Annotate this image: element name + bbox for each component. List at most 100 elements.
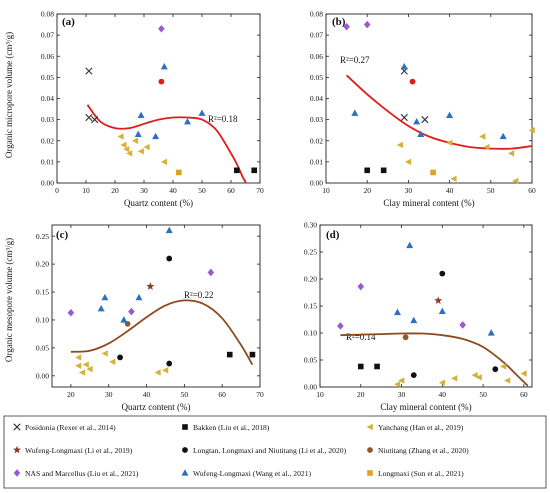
legend-marker [367,447,373,453]
x-tick-label: 10 [322,186,330,195]
data-point [101,293,109,301]
data-point [394,381,401,388]
legend-label: Longmaxi (Sun et al., 2021) [378,469,464,478]
trend-line [70,299,254,366]
legend-label: Yanchang (Han et al., 2019) [378,423,464,432]
data-point [166,255,173,262]
data-point [160,63,168,70]
data-point [410,372,417,379]
data-point [91,116,99,124]
data-point [357,363,364,370]
legend-marker [181,469,189,476]
data-point [417,130,425,138]
data-point [430,169,436,176]
data-point [249,351,256,358]
legend-label: Wufeng-Longmaxi (Li et al., 2019) [25,446,133,455]
panel-label: (b) [332,16,346,28]
data-point [357,282,365,291]
data-point [226,351,233,358]
y-tick-label: 0.10 [36,316,49,325]
data-point [499,132,507,140]
x-tick-label: 50 [198,186,206,195]
y-tick-label: 0.10 [304,329,317,338]
x-tick-label: 30 [105,390,113,399]
x-tick-label: 60 [520,390,528,399]
data-point [438,379,446,386]
y-tick-label: 0.30 [304,221,317,230]
data-point [402,334,409,341]
data-point [374,363,380,370]
x-tick-label: 10 [316,390,324,399]
data-point [434,296,443,304]
r-squared-annotation: R²=0.14 [346,332,376,342]
data-point [198,109,206,116]
y-tick-label: 0.04 [41,94,54,103]
y-tick-label: 0.08 [41,10,54,19]
data-point [504,377,511,384]
data-point [438,307,446,314]
trend-line [340,332,529,387]
x-tick-label: 40 [143,390,151,399]
y-tick-label: 0.01 [310,157,323,166]
data-point [137,148,144,155]
data-point [78,369,86,376]
data-point [528,126,535,134]
data-point [143,143,150,151]
legend-marker [182,424,188,430]
data-point [439,270,446,277]
x-tick-label: 20 [67,390,75,399]
legend: Posidonia (Rexer et al., 2014) Bakken (Li… [3,415,547,489]
data-point [396,141,403,149]
x-tick-label: 50 [479,390,487,399]
data-point [475,374,482,381]
trend-line [345,74,532,150]
x-tick-label: 50 [487,186,495,195]
data-point [479,133,486,140]
data-point [176,169,182,176]
y-tick-label: 0.15 [304,302,317,311]
x-tick-label: 20 [357,390,365,399]
panel-label: (c) [56,229,69,241]
data-point [451,375,458,382]
data-point [446,139,453,147]
data-point [135,293,143,301]
x-tick-label: 70 [256,186,264,195]
x-tick-label: 40 [439,390,447,399]
plot-frame [56,13,261,184]
data-point [158,78,165,85]
legend-marker [13,469,21,477]
data-point [158,24,165,33]
y-tick-label: 0.00 [41,179,54,188]
legend-marker [13,423,21,431]
data-point [152,132,160,140]
data-point [128,307,135,316]
x-tick-label: 60 [218,390,226,399]
legend-marker [366,423,373,431]
y-tick-label: 0.02 [41,136,54,145]
data-point [109,358,116,366]
panel-c: 0.00 0.05 0.10 0.15 0.20 0.25 20 30 40 50 60 70 Quar… [4,224,264,412]
data-point [154,369,161,376]
y-tick-label: 0.00 [310,179,323,188]
legend-label: Wufeng-Longmaxi (Wang et al., 2021) [193,469,311,478]
data-point [85,113,93,122]
y-tick-label: 0.06 [41,52,54,61]
data-point [421,116,429,124]
y-axis-label: Organic mesopore volume (cm³/g) [4,238,14,362]
y-tick-label: 0.05 [304,356,317,365]
data-point [492,366,499,373]
y-axis-label: Organic micropore volume (cm³/g) [4,32,14,158]
data-point [160,158,168,166]
r-squared-annotation: R²=0.27 [340,55,370,65]
data-point [131,137,139,144]
x-tick-label: 0 [55,186,59,195]
data-point [400,113,408,122]
x-axis-label: Clay mineral content (%) [383,198,474,208]
data-point [406,241,414,249]
x-tick-label: 40 [446,186,454,195]
data-point [459,321,466,329]
data-point [400,63,408,70]
legend-label: Niutitang (Zhang et al., 2020) [378,446,469,455]
y-tick-label: 0.06 [310,52,323,61]
data-point [520,370,527,377]
